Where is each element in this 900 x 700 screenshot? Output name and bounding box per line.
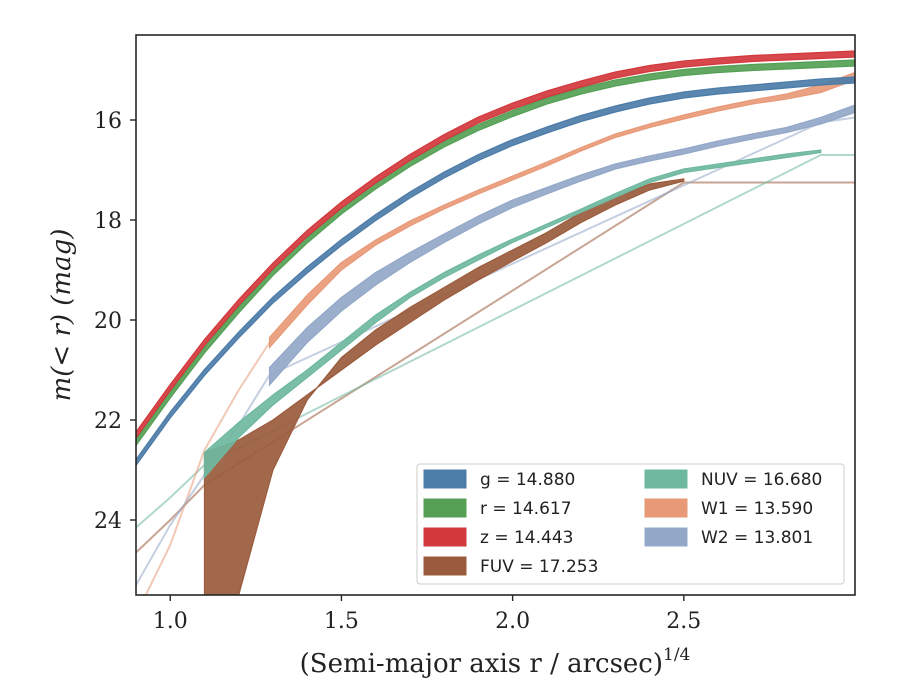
series-w1-band xyxy=(268,71,855,350)
legend-label-r: r = 14.617 xyxy=(480,499,572,519)
y-tick-label: 22 xyxy=(94,409,122,434)
series-g-band xyxy=(136,76,855,467)
legend-label-fuv: FUV = 17.253 xyxy=(480,557,598,577)
x-tick-label: 1.5 xyxy=(324,609,359,634)
legend-swatch-z xyxy=(423,527,467,547)
legend-swatch-nuv xyxy=(644,469,688,489)
x-axis-label-text: (Semi-major axis r / arcsec) xyxy=(300,649,663,679)
legend-label-w1: W1 = 13.590 xyxy=(701,499,813,519)
x-axis: 1.0 1.5 2.0 2.5 xyxy=(153,595,701,634)
plot-frame xyxy=(135,34,856,596)
x-tick-label: 1.0 xyxy=(153,609,188,634)
y-axis-label: m(< r) (mag) xyxy=(47,229,77,402)
legend: g = 14.880 r = 14.617 z = 14.443 FUV = 17.2… xyxy=(416,463,845,585)
series-w2-band xyxy=(268,104,855,387)
series-layer xyxy=(136,50,855,595)
series-z-band xyxy=(136,50,855,440)
x-axis-label: (Semi-major axis r / arcsec)1/4 xyxy=(300,645,691,679)
legend-box xyxy=(416,463,845,585)
legend-items: g = 14.880 r = 14.617 z = 14.443 FUV = 17.2… xyxy=(423,469,822,577)
y-tick-label: 18 xyxy=(94,209,122,234)
y-axis: 16 18 20 22 24 xyxy=(94,109,136,534)
legend-label-w2: W2 = 13.801 xyxy=(701,528,813,548)
legend-label-g: g = 14.880 xyxy=(480,470,575,490)
legend-swatch-r xyxy=(423,498,467,518)
y-tick-label: 20 xyxy=(94,309,122,334)
series-nuv-band xyxy=(203,149,822,480)
legend-swatch-w1 xyxy=(644,498,688,518)
series-fuv-band xyxy=(203,178,685,595)
y-tick-label: 24 xyxy=(94,509,122,534)
x-tick-label: 2.5 xyxy=(666,609,701,634)
legend-label-z: z = 14.443 xyxy=(480,528,573,548)
series-w1-extension xyxy=(144,341,271,595)
legend-swatch-fuv xyxy=(423,556,467,576)
y-tick-label: 16 xyxy=(94,109,122,134)
legend-label-nuv: NUV = 16.680 xyxy=(701,470,822,490)
x-axis-label-superscript: 1/4 xyxy=(663,645,690,665)
x-tick-label: 2.0 xyxy=(495,609,530,634)
legend-swatch-g xyxy=(423,469,467,489)
legend-swatch-w2 xyxy=(644,527,688,547)
